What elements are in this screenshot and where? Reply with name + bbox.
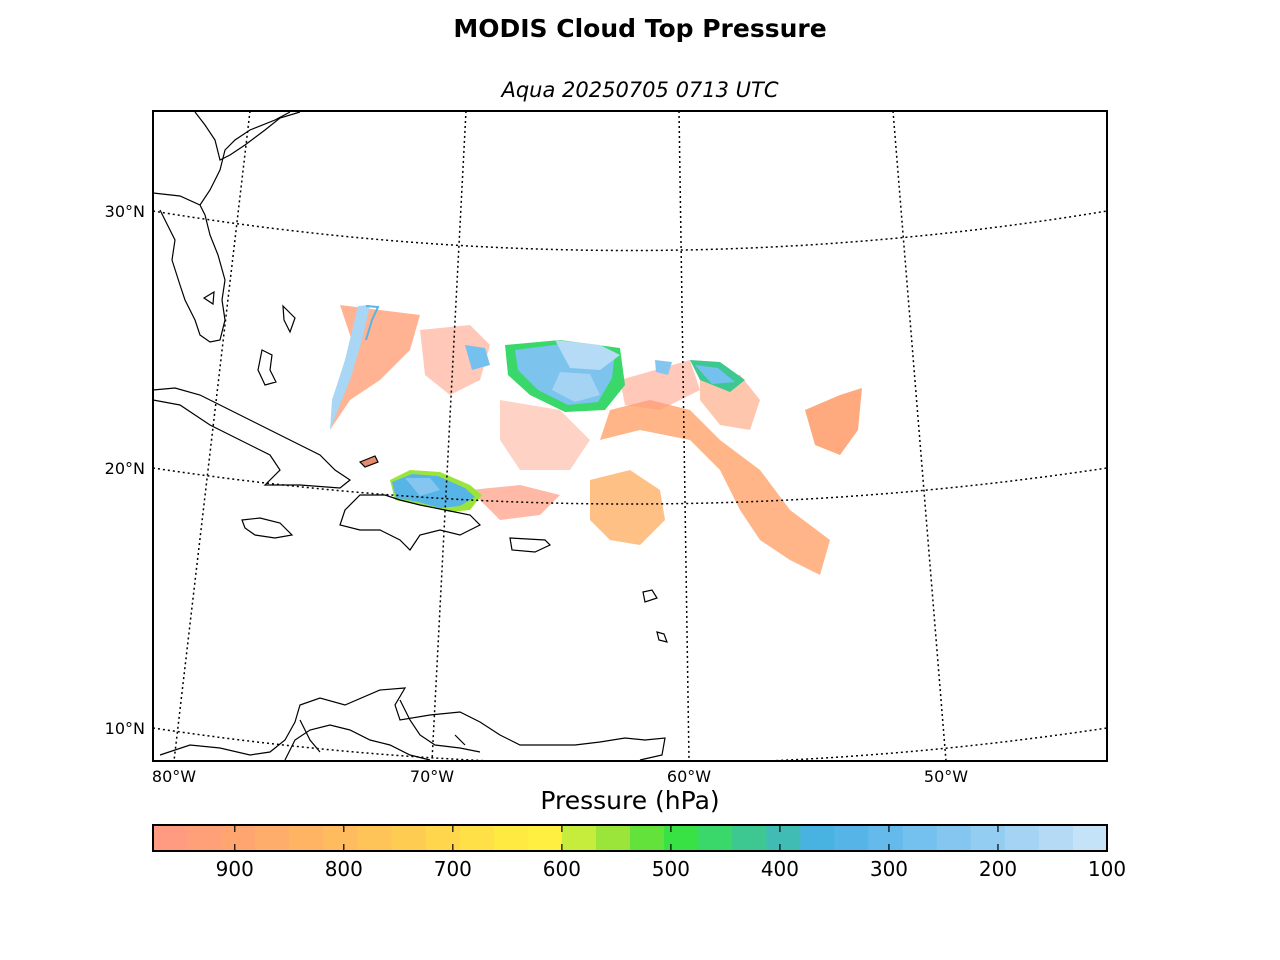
colorbar-segment	[902, 825, 938, 851]
cloud-patch-high	[655, 360, 672, 375]
colorbar-segment	[357, 825, 393, 851]
colorbar-segment	[1004, 825, 1040, 851]
colorbar-segment	[698, 825, 733, 851]
coast-bahamas-3	[202, 290, 215, 306]
coast-martinique	[656, 631, 668, 643]
lon-label: 80°W	[152, 767, 196, 786]
colorbar-segment	[936, 825, 972, 851]
cloud-patch-high	[555, 340, 620, 370]
coast-guadeloupe	[642, 589, 658, 603]
colorbar-segment	[970, 825, 1006, 851]
colorbar-segment	[868, 825, 904, 851]
colorbar-frame	[152, 824, 1108, 852]
cloud-patch-edge	[365, 305, 380, 341]
chart-title: MODIS Cloud Top Pressure	[453, 14, 827, 43]
colorbar-tick-label: 300	[870, 857, 908, 881]
cloud-patch-low	[600, 400, 830, 575]
colorbar-segment	[732, 825, 767, 851]
cloud-patch-high	[405, 478, 440, 496]
colorbar-segment	[459, 825, 495, 851]
lat-label: 30°N	[105, 202, 145, 221]
cloud-patch-high	[330, 305, 370, 430]
colorbar-label: Pressure (hPa)	[540, 786, 720, 815]
meridian-70w	[431, 111, 467, 761]
lon-label: 70°W	[410, 767, 454, 786]
colorbar-segment	[800, 825, 836, 851]
colorbar-segment	[323, 825, 359, 851]
colorbar-segment	[187, 825, 222, 851]
cloud-patch-low	[420, 325, 490, 395]
coast-south-america-inner	[284, 699, 481, 761]
cloud-pressure-layer	[330, 305, 862, 575]
coast-florida	[159, 204, 226, 343]
colorbar-segment	[255, 825, 290, 851]
colorbar-tick-label: 400	[761, 857, 799, 881]
colorbar-segment	[1072, 825, 1108, 851]
coast-bahamas-2	[282, 304, 296, 334]
coast-jamaica	[241, 517, 294, 539]
parallel-30n	[153, 210, 1107, 252]
colorbar-tick-label: 600	[543, 857, 581, 881]
coast-puerto-rico	[509, 537, 552, 553]
cloud-patch-high	[695, 365, 735, 384]
cloud-patch-low	[590, 470, 665, 545]
colorbar-segment	[527, 825, 563, 851]
cloud-patch-high	[552, 372, 600, 402]
cloud-patch-low	[620, 360, 700, 410]
colorbar-segment	[391, 825, 427, 851]
coast-hispaniola	[339, 494, 482, 551]
lon-label: 60°W	[667, 767, 711, 786]
parallel-20n	[153, 467, 1107, 505]
colorbar	[153, 825, 1108, 851]
lat-label: 20°N	[105, 459, 145, 478]
cloud-patch-low	[500, 400, 590, 470]
coast-carolinas	[194, 111, 301, 161]
coast-south-america	[159, 687, 666, 761]
colorbar-segment	[834, 825, 870, 851]
cloud-patch-low	[805, 388, 862, 455]
lat-label: 10°N	[105, 719, 145, 738]
lon-label: 50°W	[924, 767, 968, 786]
colorbar-tick-label: 700	[434, 857, 472, 881]
colorbar-tick-label: 900	[216, 857, 254, 881]
coast-turks	[358, 455, 379, 468]
colorbar-segment	[493, 825, 529, 851]
colorbar-segment	[766, 825, 801, 851]
graticule	[153, 111, 1107, 761]
cloud-patch-mid	[465, 345, 490, 370]
coast-cuba	[153, 387, 352, 489]
colorbar-segment	[153, 825, 188, 851]
coast-us-southeast	[153, 111, 291, 206]
colorbar-segment	[595, 825, 631, 851]
map-frame	[152, 110, 1108, 762]
colorbar-ticks: 900 800 700 600 500 400 300 200 100	[216, 825, 1126, 881]
coast-bahamas-1	[257, 349, 277, 386]
meridian-50w	[892, 111, 947, 761]
colorbar-segment	[1038, 825, 1074, 851]
colorbar-tick-label: 200	[979, 857, 1017, 881]
colorbar-segment	[630, 825, 665, 851]
meridian-80w	[173, 111, 251, 761]
colorbar-segment	[221, 825, 256, 851]
coastlines	[153, 111, 668, 761]
colorbar-segment	[289, 825, 324, 851]
meridian-60w	[678, 111, 690, 761]
colorbar-segment	[561, 825, 597, 851]
parallel-10n	[153, 727, 1107, 761]
colorbar-segment	[664, 825, 699, 851]
chart-subtitle: Aqua 20250705 0713 UTC	[501, 78, 779, 102]
cloud-patch-low	[470, 485, 560, 520]
colorbar-tick-label: 800	[325, 857, 363, 881]
colorbar-tick-label: 100	[1088, 857, 1126, 881]
colorbar-segment	[425, 825, 461, 851]
colorbar-tick-label: 500	[652, 857, 690, 881]
